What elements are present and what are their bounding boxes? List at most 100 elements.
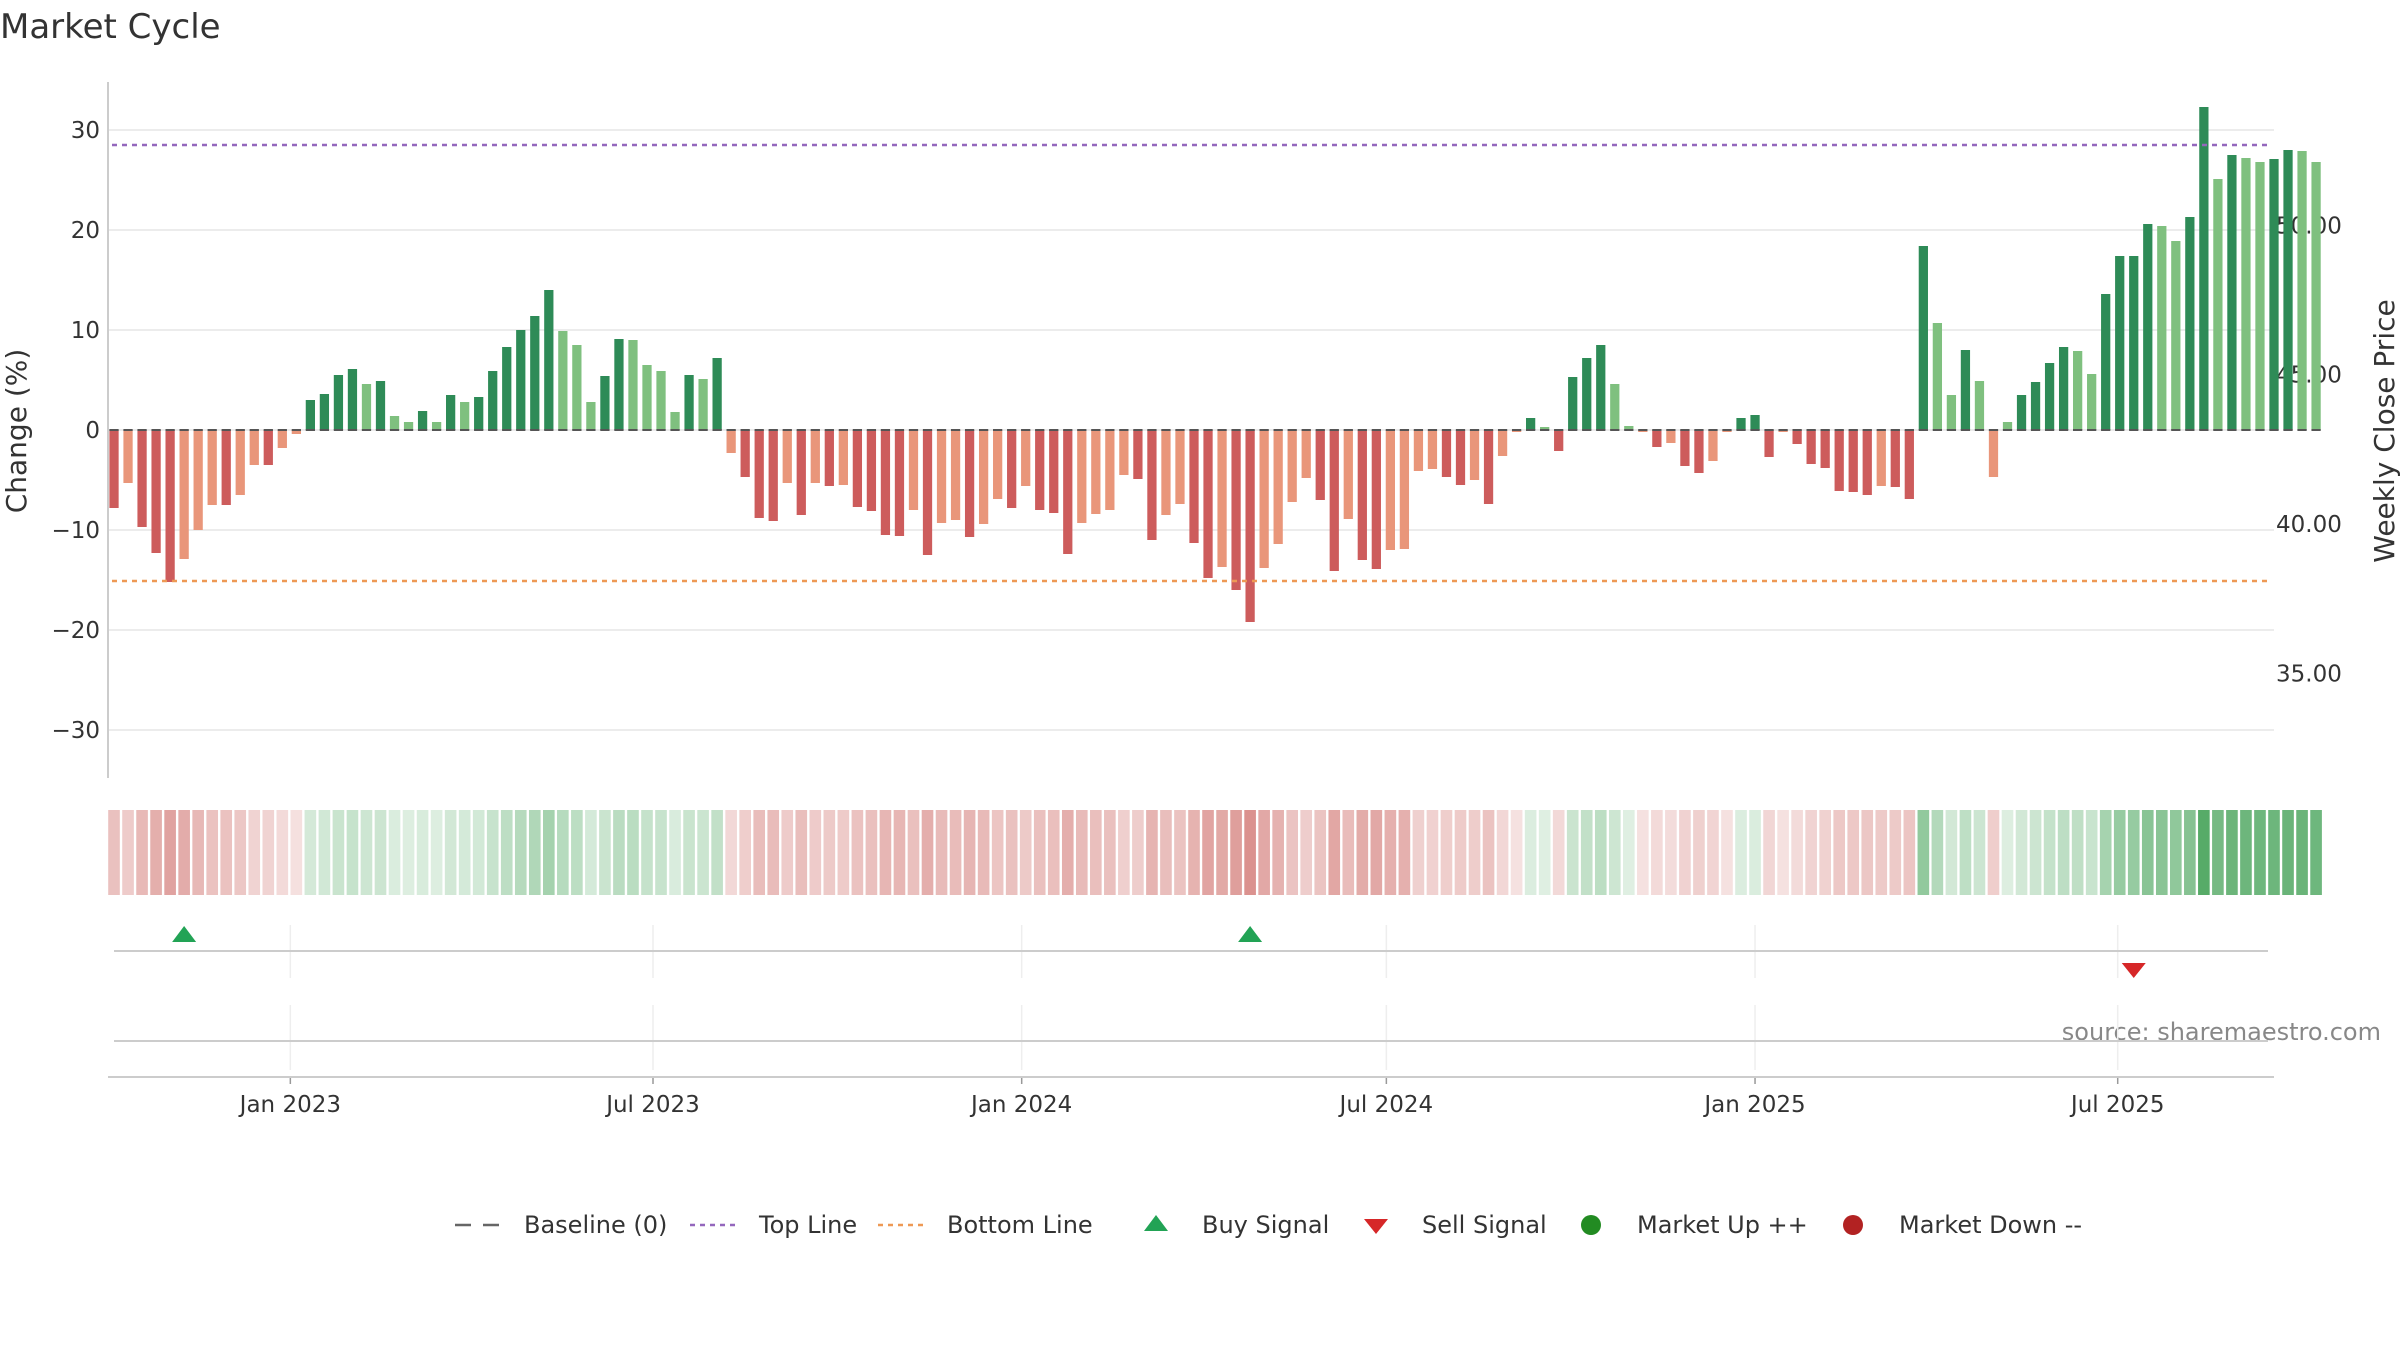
change-bar [2269,159,2279,430]
change-bar [221,430,231,505]
heat-strip-cell [290,810,303,895]
heat-strip-cell [907,810,920,895]
heat-strip-cell [528,810,541,895]
heat-strip [108,810,2322,895]
change-bar [474,397,484,430]
change-bar [1946,395,1957,430]
heat-strip-cell [2240,810,2252,895]
heat-strip-cell [879,810,892,895]
heat-strip-cell [108,810,120,895]
heat-strip-cell [1679,810,1691,895]
change-bar [572,345,582,430]
heat-strip-cell [1314,810,1327,895]
y-tick-label: −10 [51,518,100,544]
change-bar [880,430,891,535]
change-bar [1357,430,1367,560]
heat-strip-cell [1917,810,1930,895]
change-bar [1245,430,1255,622]
change-bar [431,422,442,430]
change-bar [950,430,961,520]
legend-label: Bottom Line [947,1211,1093,1239]
change-bar [1231,430,1241,590]
heat-strip-cell [1903,810,1916,895]
change-bar [1343,430,1353,519]
change-bar [922,430,933,555]
change-bar [1666,430,1676,443]
change-bar [824,430,834,486]
heat-strip-cell [1566,810,1579,895]
y2-axis-title: Weekly Close Price [2368,299,2400,562]
change-bar [417,411,428,430]
heat-strip-cell [1973,810,1986,895]
heat-strip-cell [1805,810,1817,895]
change-bar [2213,179,2223,430]
heat-strip-cell [1286,810,1298,895]
heat-strip-cell [1244,810,1256,895]
legend-swatch-dot [1843,1215,1863,1235]
heat-strip-cell [1132,810,1144,895]
heat-strip-cell [1090,810,1102,895]
change-bar [1862,430,1872,495]
change-bar [305,400,316,430]
heat-strip-cell [388,810,401,895]
legend-item: Bottom Line [878,1211,1093,1239]
heat-strip-cell [865,810,878,895]
change-bar [768,430,778,521]
change-bar [1624,426,1634,430]
change-bar [2311,162,2321,430]
change-bar [1540,427,1550,430]
change-bar [1582,358,1592,430]
heat-strip-cell [1412,810,1425,895]
legend-label: Sell Signal [1422,1211,1547,1239]
change-bar [796,430,806,515]
change-bar [1441,430,1452,477]
heat-strip-cell [2170,810,2182,895]
change-bar [1133,430,1143,479]
heat-strip-cell [1875,810,1888,895]
heat-strip-cell [136,810,148,895]
change-bar [964,430,975,537]
change-bar [1455,430,1466,485]
heat-strip-cell [1300,810,1313,895]
change-bar [1413,430,1424,471]
change-bar [712,358,722,430]
change-bar [1568,377,1578,430]
heat-strip-cell [234,810,247,895]
heat-strip-cell [1931,810,1944,895]
change-bar [1554,430,1564,451]
sell-signal-marker [2121,963,2146,978]
change-bar [908,430,919,510]
heat-strip-cell [458,810,471,895]
change-bar [2115,256,2125,430]
heat-strip-cell [1594,810,1607,895]
heat-strip-cell [795,810,808,895]
heat-strip-cell [2071,810,2084,895]
heat-strip-cell [486,810,499,895]
change-bar [165,430,175,582]
change-bar [460,402,470,430]
heat-strip-cell [2057,810,2070,895]
change-bar [207,430,217,505]
heat-strip-cell [2198,810,2210,895]
heat-strip-cell [178,810,190,895]
change-bar [740,430,750,477]
change-bar [1063,430,1073,554]
change-bar [586,402,596,430]
heat-strip-cell [2282,810,2294,895]
change-bar [726,430,736,453]
change-bar [319,394,330,430]
heat-strip-cell [557,810,569,895]
heat-strip-cell [1047,810,1060,895]
heat-strip-cell [1847,810,1860,895]
change-bar [1329,430,1339,571]
heat-strip-cell [1524,810,1537,895]
change-bar [1049,430,1059,513]
y2-tick-label: 40.00 [2276,512,2342,538]
heat-strip-cell [2155,810,2168,895]
heat-strip-cell [1693,810,1705,895]
legend-swatch-sell [1364,1219,1388,1234]
change-bar [2129,256,2139,430]
change-bar [1652,430,1662,447]
change-bar [754,430,764,518]
